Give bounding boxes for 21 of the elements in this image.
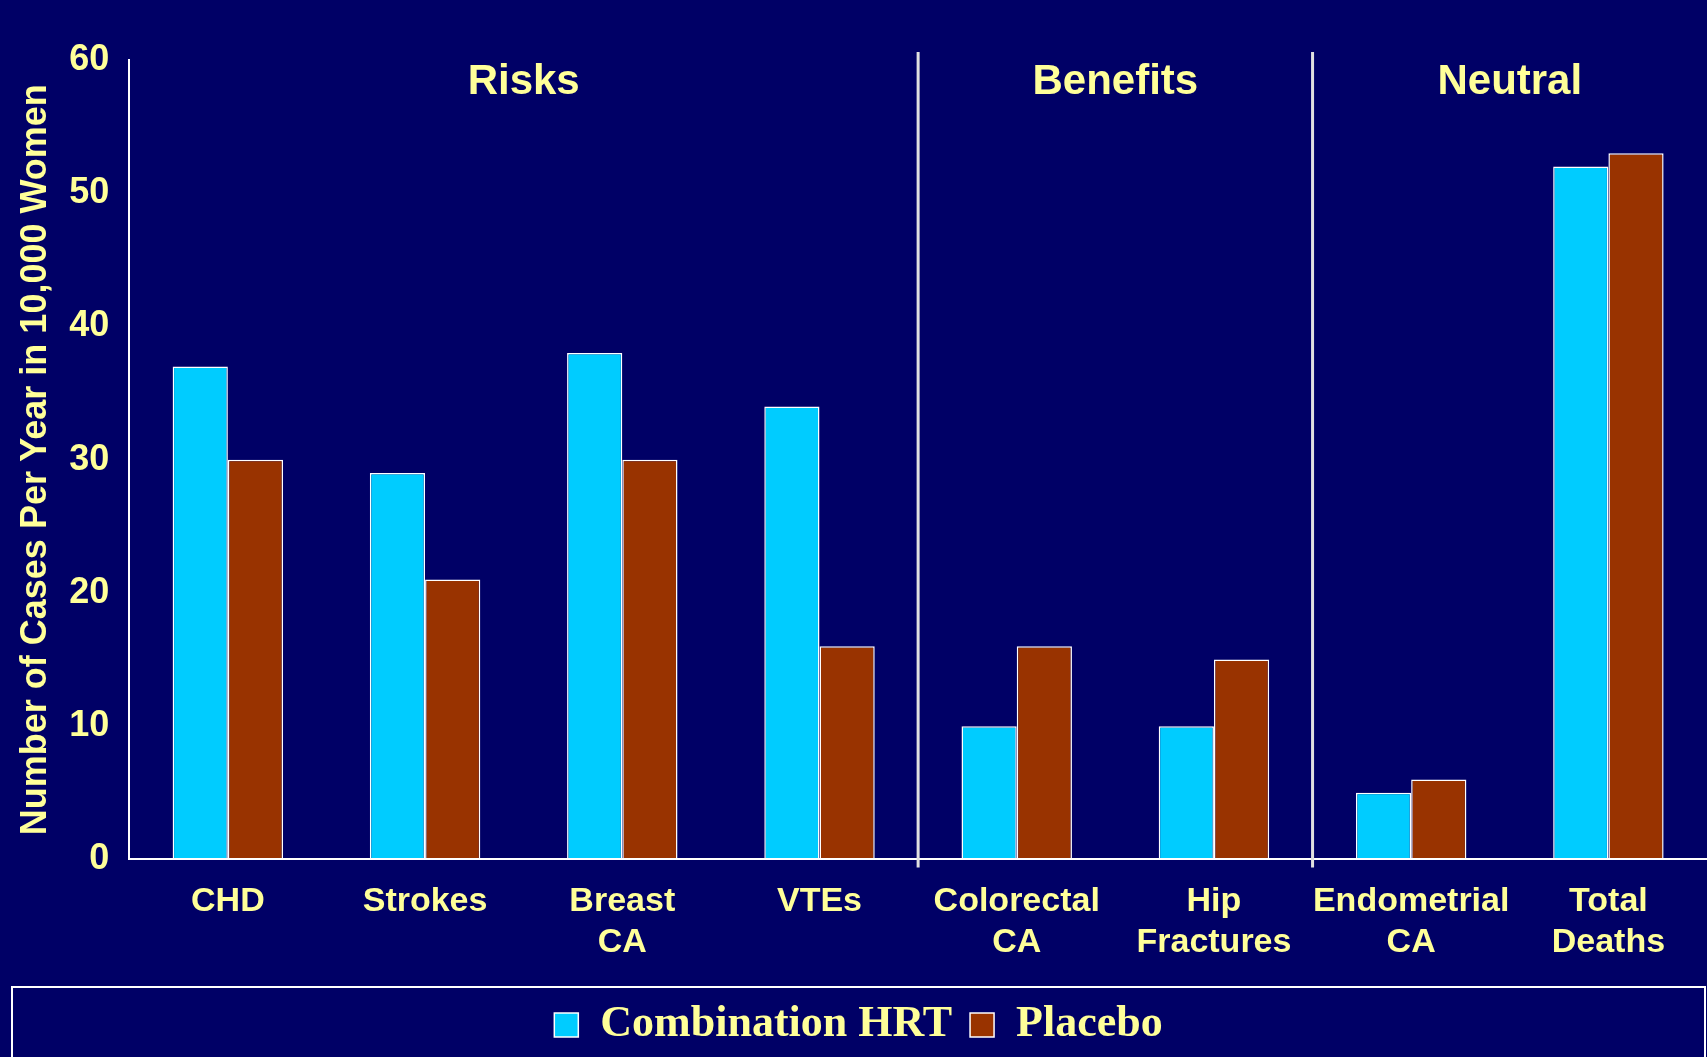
x-tick-label: Hip Fractures [1136,880,1292,959]
x-tick-label: VTEs [776,880,863,919]
y-axis-title: Number of Cases Per Year in 10,000 Women [12,84,54,836]
y-tick-label: 20 [69,569,110,611]
legend-label: Combination HRT [600,997,953,1047]
annotation: Benefits [1032,55,1199,103]
x-tick-label: Breast CA [569,880,676,959]
y-tick-label: 10 [69,703,110,745]
y-tick-label: 40 [69,303,110,345]
y-tick-label: 30 [69,436,110,478]
x-tick-label: Strokes [362,880,488,919]
x-tick-label: Colorectal CA [933,880,1100,959]
y-tick-label: 60 [69,36,110,78]
annotation: Risks [467,55,580,103]
legend-label: Placebo [1016,997,1163,1047]
x-tick-label: Total Deaths [1551,880,1666,959]
annotation: Neutral [1437,55,1583,103]
x-tick-label: CHD [191,880,265,919]
y-tick-label: 50 [69,170,110,212]
x-tick-label: Endometrial CA [1312,880,1510,959]
y-tick-label: 0 [89,836,110,878]
